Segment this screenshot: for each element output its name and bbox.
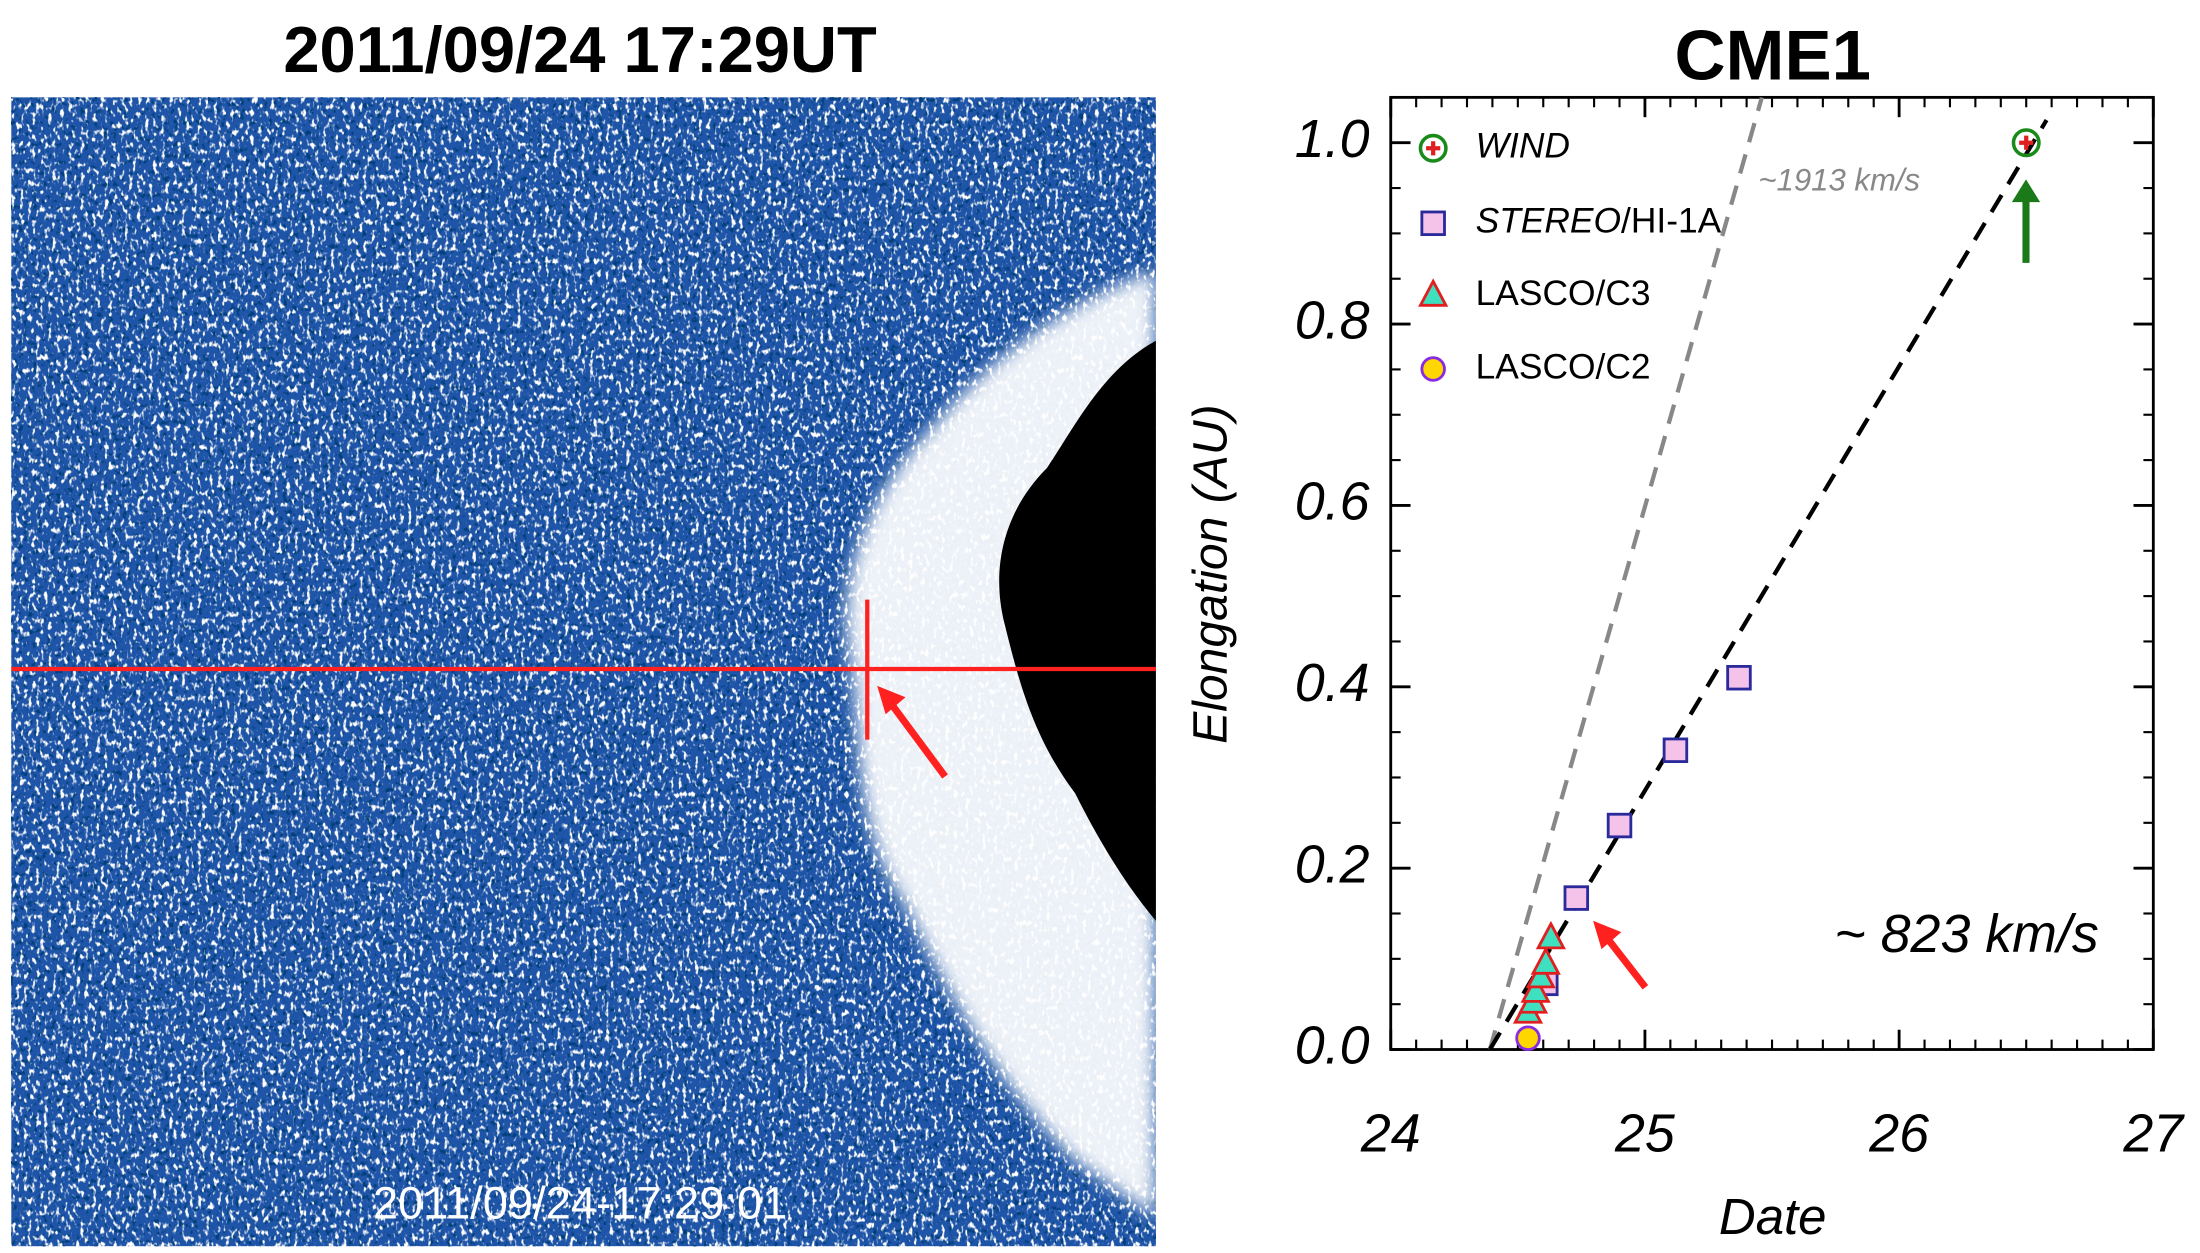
point-ring	[1418, 133, 1448, 163]
arrow-head	[2011, 179, 2041, 203]
point	[1535, 920, 1566, 950]
arrow	[885, 697, 948, 779]
arrow-head	[877, 685, 906, 715]
chart-title: CME1	[1674, 15, 1870, 94]
y-tick-label: 0.4	[1295, 653, 1370, 713]
point	[1563, 885, 1590, 911]
x-tick-label: 25	[1614, 1103, 1676, 1163]
point	[1606, 812, 1633, 839]
legend-marker	[1418, 278, 1449, 307]
point	[1520, 974, 1551, 1003]
legend-label: STEREO/HI-1A	[1476, 202, 1722, 241]
image-title: 2011/09/24 17:29UT	[283, 13, 877, 86]
legend-marker	[1420, 356, 1446, 382]
point	[2011, 128, 2041, 158]
arrow-head	[1593, 920, 1622, 950]
point-plus	[1426, 141, 1441, 156]
legend-marker	[1420, 210, 1446, 237]
y-tick-label: 1.0	[1295, 109, 1370, 169]
arrow	[1602, 934, 1649, 990]
x-tick-label: 24	[1360, 1103, 1421, 1163]
y-tick-label: 0.0	[1295, 1016, 1370, 1076]
image-panel: 2011/09/24 17:29UT 2011/09/24-17:29:01	[11, 13, 1156, 1247]
point	[1530, 946, 1561, 975]
fit-label: ~1913 km/s	[1758, 162, 1920, 197]
x-tick-label: 26	[1868, 1103, 1929, 1163]
legend-label-part: STEREO	[1476, 202, 1621, 241]
point-ring	[2011, 128, 2041, 158]
y-axis-label: Elongation (AU)	[1184, 404, 1238, 744]
legend-marker	[1418, 133, 1448, 163]
image-timestamp: 2011/09/24-17:29:01	[373, 1178, 787, 1229]
fit-line	[1487, 97, 1764, 1050]
x-axis-label: Date	[1719, 1188, 1827, 1245]
y-tick-label: 0.8	[1295, 290, 1370, 350]
y-tick-label: 0.2	[1295, 834, 1370, 894]
legend-label: LASCO/C2	[1476, 347, 1651, 386]
x-tick-label: 27	[2122, 1103, 2185, 1163]
point	[1726, 664, 1752, 691]
point	[1525, 959, 1556, 989]
point	[1515, 1025, 1541, 1051]
legend-label: LASCO/C3	[1476, 274, 1651, 313]
legend-label-part: /HI-1A	[1621, 202, 1722, 241]
occulter	[999, 340, 1156, 921]
fit-label: ~ 823 km/s	[1834, 904, 2098, 964]
point	[1662, 737, 1689, 764]
y-tick-label: 0.6	[1295, 472, 1370, 532]
legend-label: WIND	[1476, 127, 1570, 166]
point-plus	[2019, 135, 2034, 150]
